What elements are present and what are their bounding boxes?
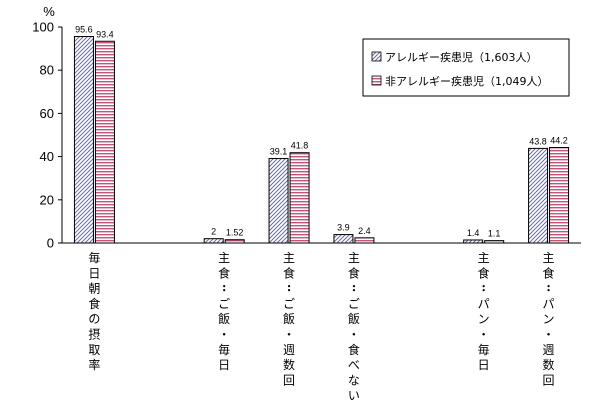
svg-text:取: 取 [88, 343, 100, 357]
svg-text:食: 食 [478, 265, 490, 280]
svg-text:ン: ン [478, 312, 490, 326]
svg-text:主: 主 [218, 251, 230, 265]
y-tick-label: 20 [40, 192, 54, 207]
svg-text:な: な [348, 373, 360, 387]
legend-box [362, 38, 570, 97]
svg-text:摂: 摂 [88, 327, 100, 342]
svg-text:日: 日 [88, 266, 100, 280]
svg-text:ン: ン [543, 312, 555, 326]
bar [549, 147, 570, 244]
y-unit-label: % [43, 4, 55, 19]
data-label: 1.4 [467, 228, 480, 238]
data-label: 39.1 [270, 147, 288, 157]
svg-text:主: 主 [543, 251, 555, 265]
svg-text:日: 日 [218, 358, 230, 372]
svg-text:週: 週 [283, 343, 295, 357]
bar [333, 234, 354, 244]
svg-text:パ: パ [543, 297, 555, 311]
svg-text:食: 食 [348, 342, 360, 357]
svg-text:ご: ご [218, 296, 230, 311]
y-tick-label: 0 [47, 236, 54, 251]
data-label: 95.6 [75, 25, 93, 35]
y-tick-label: 40 [40, 149, 54, 164]
y-tick-label: 100 [32, 20, 54, 35]
legend-swatch-non-allergy [371, 75, 382, 86]
legend-label-non-allergy: 非アレルギー疾患児（1,049人） [385, 74, 549, 88]
bars [73, 36, 570, 244]
svg-text:週: 週 [543, 343, 555, 357]
svg-text:・: ・ [348, 328, 360, 342]
data-label: 1.1 [488, 229, 501, 239]
svg-text:回: 回 [283, 373, 295, 387]
svg-text:率: 率 [88, 357, 100, 372]
svg-text:主: 主 [478, 251, 490, 265]
y-tick-label: 80 [40, 63, 54, 78]
svg-text:回: 回 [543, 373, 555, 387]
data-label: 3.9 [337, 223, 350, 233]
svg-text:飯: 飯 [348, 311, 360, 326]
data-label: 43.8 [529, 136, 547, 146]
bar [203, 238, 224, 244]
svg-text:毎: 毎 [88, 250, 100, 265]
svg-text:日: 日 [478, 358, 490, 372]
bar [94, 40, 115, 244]
data-label: 93.4 [96, 29, 114, 39]
bar [224, 239, 245, 244]
legend-label-allergy: アレルギー疾患児（1,603人） [385, 50, 538, 64]
svg-text:毎: 毎 [478, 342, 490, 357]
axes: 0 20 40 60 80 100% [32, 4, 581, 251]
svg-text:い: い [348, 389, 360, 403]
svg-text:数: 数 [283, 357, 295, 372]
bar [463, 239, 484, 244]
legend: アレルギー疾患児（1,603人） 非アレルギー疾患児（1,049人） [362, 38, 570, 97]
svg-text:食: 食 [283, 265, 295, 280]
svg-text:数: 数 [543, 357, 555, 372]
svg-text:・: ・ [478, 328, 490, 342]
svg-text:主: 主 [348, 251, 360, 265]
data-labels: 95.6 2 39.1 3.9 1.4 43.8 93.4 1.52 41.8 2.4 1.1 44.… [75, 25, 568, 239]
svg-text:べ: べ [348, 358, 360, 372]
svg-text:・: ・ [218, 328, 230, 342]
data-label: 2.4 [358, 226, 371, 236]
svg-text:パ: パ [478, 297, 490, 311]
bar [354, 237, 375, 244]
data-label: 1.52 [226, 228, 244, 238]
data-label: 44.2 [550, 136, 568, 146]
bar [528, 147, 549, 244]
svg-text:食: 食 [543, 265, 555, 280]
bar [289, 152, 310, 244]
svg-text:食: 食 [88, 296, 100, 311]
legend-swatch-allergy [371, 51, 382, 62]
svg-text:の: の [88, 312, 100, 326]
svg-text:主: 主 [283, 251, 295, 265]
svg-text:朝: 朝 [88, 282, 100, 296]
svg-text:ご: ご [283, 296, 295, 311]
svg-text:・: ・ [283, 328, 295, 342]
svg-text:毎: 毎 [218, 342, 230, 357]
category-labels: 毎日朝食の摂取率主食ご飯・毎日主食ご飯・週数回主食ご飯・食べない主食パン・毎日主… [88, 250, 554, 403]
svg-text:飯: 飯 [283, 311, 295, 326]
bar [73, 36, 94, 244]
svg-text:飯: 飯 [218, 311, 230, 326]
data-label: 41.8 [291, 141, 309, 151]
svg-text:食: 食 [348, 265, 360, 280]
svg-text:・: ・ [543, 328, 555, 342]
bar [268, 158, 289, 244]
svg-text:食: 食 [218, 265, 230, 280]
y-tick-label: 60 [40, 106, 54, 121]
bar [484, 240, 505, 244]
svg-text:ご: ご [348, 296, 360, 311]
data-label: 2 [211, 227, 216, 237]
